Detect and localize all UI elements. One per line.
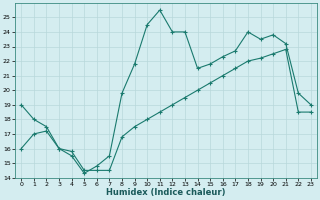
X-axis label: Humidex (Indice chaleur): Humidex (Indice chaleur) xyxy=(106,188,226,197)
